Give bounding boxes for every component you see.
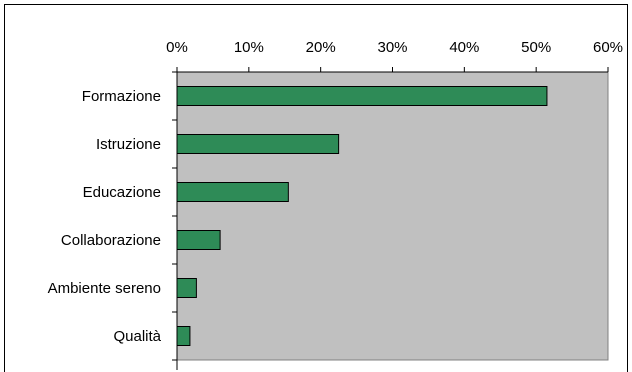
bar <box>176 230 221 250</box>
bar <box>176 134 340 154</box>
x-tick-label: 60% <box>593 39 623 56</box>
plot-area <box>176 71 609 361</box>
x-tick-label: 30% <box>377 39 407 56</box>
category-label: Educazione <box>83 184 161 201</box>
category-label: Ambiente sereno <box>48 280 161 297</box>
category-label: Istruzione <box>96 136 161 153</box>
category-label: Collaborazione <box>61 232 161 249</box>
x-tick-label: 50% <box>521 39 551 56</box>
bar <box>176 326 191 346</box>
bar <box>176 182 289 202</box>
x-tick-label: 20% <box>306 39 336 56</box>
bar <box>176 278 197 298</box>
bar <box>176 86 548 106</box>
category-label: Qualità <box>113 328 161 345</box>
x-tick-label: 0% <box>166 39 188 56</box>
x-tick-label: 40% <box>449 39 479 56</box>
x-tick-label: 10% <box>234 39 264 56</box>
category-label: Formazione <box>82 88 161 105</box>
